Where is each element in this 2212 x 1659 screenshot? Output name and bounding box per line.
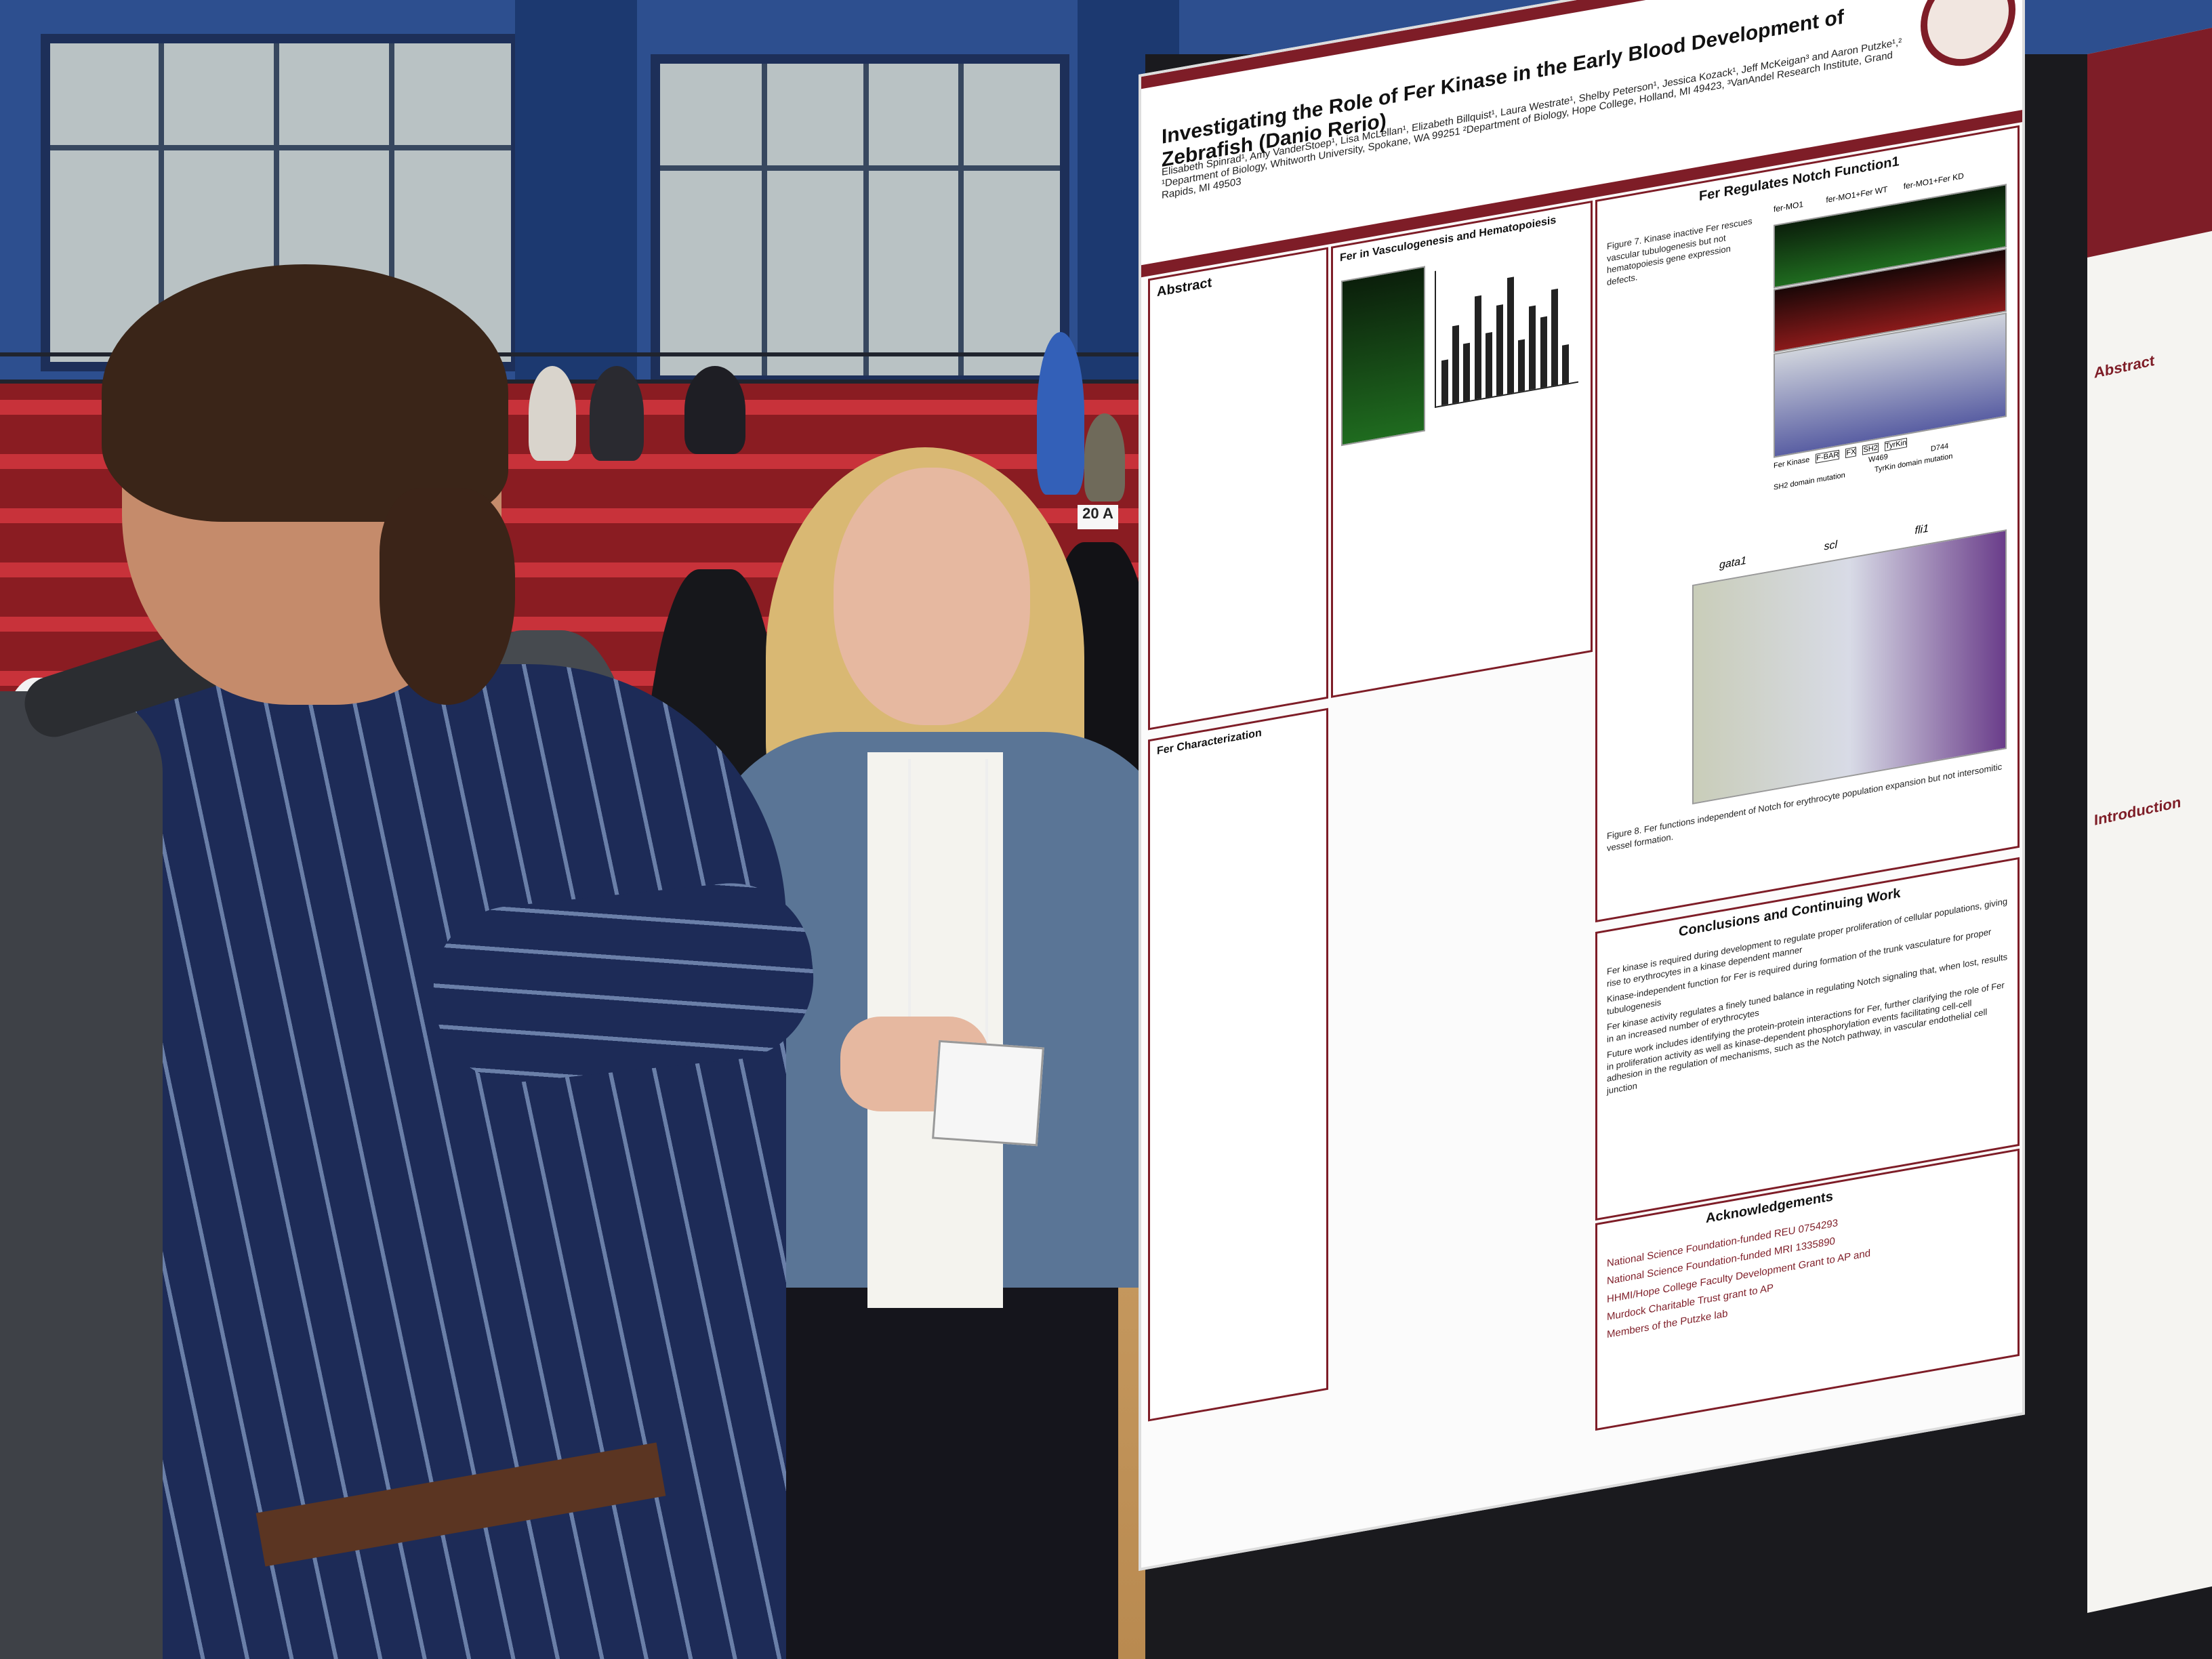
presenter-legs	[779, 1247, 1118, 1659]
university-seal	[1921, 0, 2015, 74]
spectator	[590, 366, 644, 461]
domain-label: W469	[1868, 453, 1888, 465]
vasculogenesis-panel: Fer in Vasculogenesis and Hematopoiesis	[1331, 200, 1593, 698]
adjacent-introduction-heading: Introduction	[2094, 793, 2182, 829]
spectator	[1084, 413, 1125, 501]
adjacent-abstract-heading: Abstract	[2094, 351, 2155, 382]
poster-figure-bar	[1441, 359, 1448, 406]
lanyard	[908, 759, 988, 1050]
domain-label: D744	[1930, 442, 1949, 453]
poster-figure-bar	[1529, 305, 1536, 390]
adjacent-poster: Abstract Introduction	[2087, 27, 2212, 1613]
gene-label: fli1	[1914, 523, 1929, 537]
bar-chart-figure	[1435, 245, 1578, 408]
poster-figure-bar	[1561, 344, 1569, 384]
in-situ-images	[1692, 529, 2007, 804]
panel-label: fer-MO1+Fer KD	[1903, 171, 1964, 191]
poster-figure-bar	[1496, 304, 1503, 396]
notch-panel: Fer Regulates Notch Function1 Figure 7. …	[1595, 125, 2020, 923]
name-badge	[932, 1040, 1044, 1147]
abstract-heading: Abstract	[1157, 274, 1212, 300]
listener-hair	[102, 264, 508, 522]
abstract-panel: Abstract	[1148, 247, 1328, 731]
domain-label: FX	[1845, 447, 1857, 459]
booth-sign: 20 A	[1078, 505, 1118, 529]
figure7-caption: Figure 7. Kinase inactive Fer rescues va…	[1607, 216, 1753, 287]
poster-figure-bar	[1463, 342, 1471, 402]
spectator	[1037, 332, 1084, 495]
wall-pillar	[515, 0, 637, 380]
domain-label: SH2	[1862, 443, 1879, 455]
microscopy-image	[1341, 266, 1425, 447]
research-poster: Investigating the Role of Fer Kinase in …	[1139, 0, 2025, 1572]
poster-figure-bar	[1485, 332, 1492, 398]
spectator	[529, 366, 576, 461]
adjacent-poster-header	[2087, 27, 2212, 258]
gene-label: gata1	[1719, 554, 1747, 571]
railing	[0, 352, 1152, 356]
gene-label: scl	[1824, 539, 1838, 553]
gym-window-left	[41, 34, 520, 371]
poster-figure-bar	[1452, 325, 1460, 404]
presenter-face	[834, 468, 1030, 725]
gym-window-center	[651, 54, 1069, 385]
characterization-panel: Fer Characterization	[1148, 708, 1328, 1422]
poster-figure-bar	[1518, 339, 1525, 392]
conclusions-list: Fer kinase is required during developmen…	[1607, 895, 2008, 1101]
spectator	[684, 366, 745, 454]
poster-figure-bar	[1540, 316, 1547, 388]
panel-label: fer-MO1+Fer WT	[1826, 184, 1888, 205]
poster-figure-bar	[1474, 295, 1481, 400]
listener-beard	[380, 488, 515, 705]
railing	[0, 380, 1152, 384]
backpack	[0, 691, 163, 1659]
characterization-heading: Fer Characterization	[1157, 726, 1262, 758]
poster-figure-bar	[1507, 276, 1514, 394]
acknowledgements-list: National Science Foundation-funded REU 0…	[1607, 1187, 2008, 1347]
poster-figure-bar	[1551, 288, 1558, 386]
panel-label: fer-MO1	[1774, 199, 1804, 214]
